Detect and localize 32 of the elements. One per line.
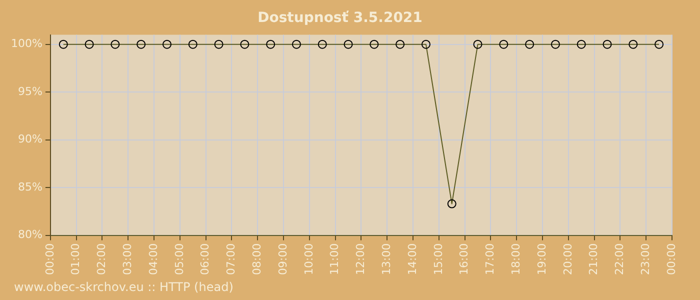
x-tick-label: 20:00 <box>561 243 574 276</box>
x-tick-label: 03:00 <box>121 243 134 276</box>
x-tick-label: 19:00 <box>535 243 548 276</box>
x-tick-label: 02:00 <box>95 243 108 276</box>
x-tick-label: 10:00 <box>302 243 316 276</box>
x-tick-label: 11:00 <box>328 243 342 276</box>
x-tick-label: 23:00 <box>638 243 652 276</box>
y-tick-label: 100% <box>10 37 42 50</box>
x-tick-label: 05:00 <box>172 243 186 276</box>
x-tick-label: 12:00 <box>354 243 368 276</box>
y-tick-label: 95% <box>18 84 42 98</box>
x-tick-label: 08:00 <box>250 243 264 276</box>
text: www.obec-skrchov.eu :: HTTP (head) <box>14 280 234 294</box>
x-tick-label: 06:00 <box>198 243 212 276</box>
x-tick-label: 07:00 <box>224 243 238 276</box>
y-tick-label: 90% <box>18 132 42 146</box>
x-tick-label: 14:00 <box>406 243 419 276</box>
x-tick-label: 22:00 <box>613 243 626 276</box>
x-tick-label: 18:00 <box>509 243 522 276</box>
x-tick-label: 15:00 <box>432 243 445 276</box>
x-tick-label: 09:00 <box>276 243 290 276</box>
y-tick-label: 80% <box>18 228 42 242</box>
chart-title: Dostupnosť 3.5.2021 <box>258 10 422 26</box>
x-tick-label: 04:00 <box>146 243 160 276</box>
x-tick-label: 00:00 <box>43 243 56 276</box>
x-tick-label: 00:00 <box>664 243 678 276</box>
x-tick-label: 16:00 <box>458 243 471 276</box>
x-tick-label: 01:00 <box>69 243 82 276</box>
y-tick-label: 85% <box>18 180 42 194</box>
x-tick-label: 21:00 <box>587 243 600 276</box>
x-tick-label: 13:00 <box>380 243 393 276</box>
x-tick-label: 17:00 <box>484 243 497 276</box>
